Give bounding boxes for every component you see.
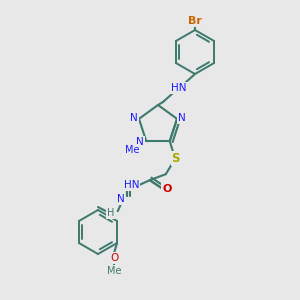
Text: Me: Me: [125, 145, 140, 155]
Text: O: O: [162, 184, 171, 194]
Text: H: H: [107, 208, 114, 218]
Text: HN: HN: [171, 83, 187, 93]
Text: N: N: [136, 137, 144, 147]
Text: S: S: [172, 152, 180, 165]
Text: Br: Br: [188, 16, 202, 26]
Text: N: N: [130, 113, 138, 123]
Text: N: N: [178, 113, 186, 123]
Text: HN: HN: [124, 180, 140, 190]
Text: Me: Me: [107, 266, 121, 276]
Text: O: O: [110, 253, 118, 263]
Text: N: N: [117, 194, 124, 204]
